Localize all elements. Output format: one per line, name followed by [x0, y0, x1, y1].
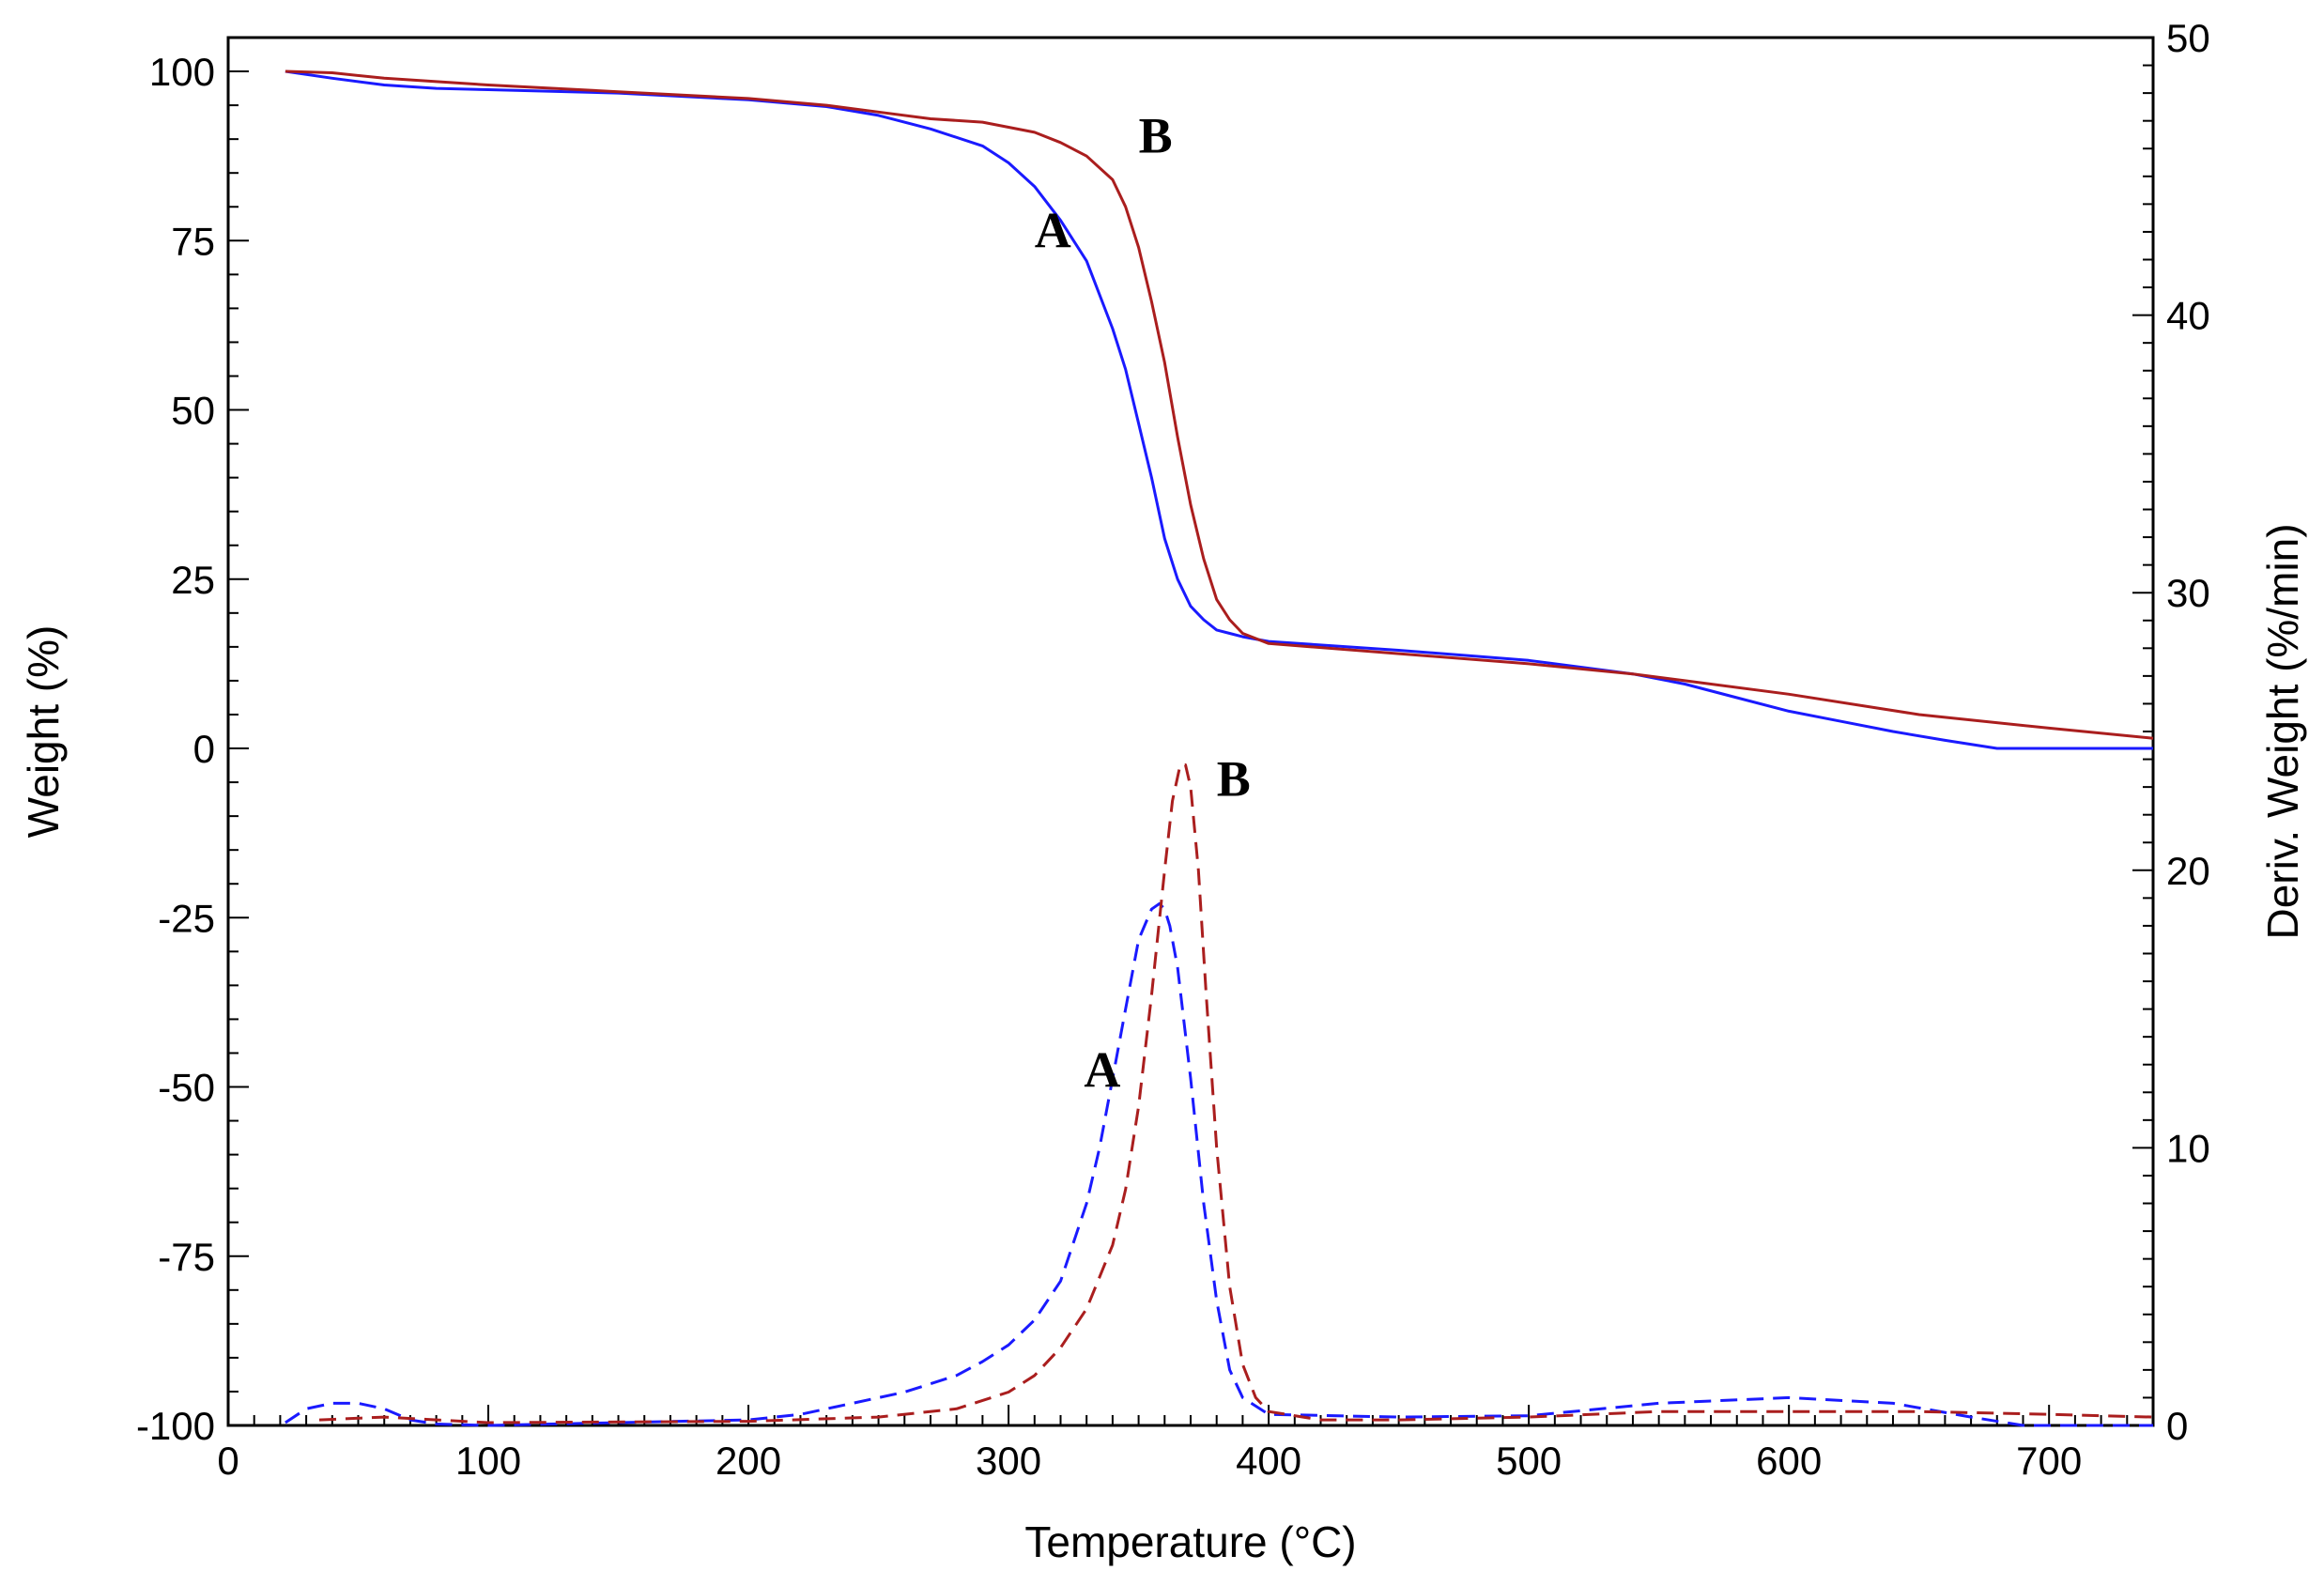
curves	[285, 69, 2154, 1427]
x-tick-label: 600	[1756, 1439, 1822, 1483]
x-tick-label: 0	[217, 1439, 239, 1483]
curve-label-a: A	[1084, 1042, 1120, 1099]
curve-label-b: B	[1217, 750, 1251, 807]
y-tick-label: -100	[136, 1404, 215, 1448]
x-tick-label: 300	[976, 1439, 1041, 1483]
plot-frame	[226, 36, 2155, 1427]
curve-label-b: B	[1139, 108, 1173, 164]
y-axis-right: 0 10 20 30 40 50	[2132, 16, 2210, 1448]
y2-tick-label: 0	[2166, 1404, 2188, 1448]
series-a-weight-line	[285, 69, 2153, 750]
curve-label-a: A	[1035, 203, 1071, 259]
y-tick-label: -25	[158, 896, 215, 940]
y-tick-label: -75	[158, 1235, 215, 1279]
y2-tick-label: 10	[2166, 1126, 2210, 1170]
y2-tick-label: 40	[2166, 294, 2210, 338]
series-a-derivative-line	[285, 901, 2153, 1427]
y2-tick-label: 30	[2166, 571, 2210, 615]
y2-tick-label: 20	[2166, 849, 2210, 893]
x-tick-label: 500	[1496, 1439, 1562, 1483]
series-b-weight-line	[285, 69, 2154, 740]
y-tick-label: -50	[158, 1066, 215, 1110]
y-axis-title-left: Weight (%)	[19, 625, 68, 839]
x-tick-label: 700	[2016, 1439, 2082, 1483]
x-tick-label: 400	[1236, 1439, 1301, 1483]
y2-tick-label: 50	[2166, 16, 2210, 60]
y-tick-label: 50	[171, 389, 215, 433]
y-axis-left: -100 -75 -50 -25 0 25 50 75 100	[136, 37, 249, 1448]
x-axis: 0 100 200 300 400 500 600 700	[217, 1405, 2154, 1483]
y-axis-title-right: Deriv. Weight (%/min)	[2258, 523, 2307, 939]
x-axis-title: Temperature (°C)	[1024, 1517, 1356, 1566]
curve-annotations: B A B A	[1035, 108, 1251, 1099]
x-tick-label: 200	[716, 1439, 781, 1483]
series-b-derivative-line	[318, 763, 2154, 1424]
y-tick-label: 100	[149, 50, 215, 94]
x-tick-label: 100	[455, 1439, 521, 1483]
y-tick-label: 75	[171, 219, 215, 263]
y-tick-label: 0	[193, 727, 215, 771]
y-tick-label: 25	[171, 558, 215, 602]
